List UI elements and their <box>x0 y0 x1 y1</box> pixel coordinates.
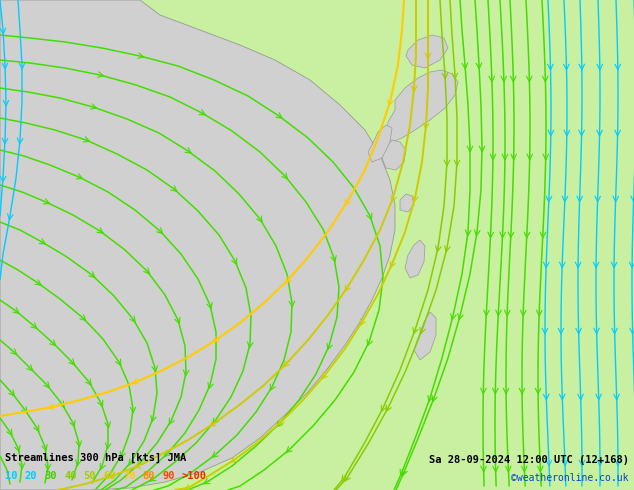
Polygon shape <box>414 312 436 360</box>
Text: 10: 10 <box>5 471 18 481</box>
Text: Streamlines 300 hPa [kts] JMA: Streamlines 300 hPa [kts] JMA <box>5 453 186 463</box>
Polygon shape <box>368 125 392 162</box>
Polygon shape <box>406 35 448 68</box>
Text: >100: >100 <box>182 471 207 481</box>
Polygon shape <box>386 70 458 142</box>
Polygon shape <box>382 140 406 170</box>
Text: 90: 90 <box>162 471 175 481</box>
Text: 20: 20 <box>25 471 37 481</box>
Text: Sa 28-09-2024 12:00 UTC (12+168): Sa 28-09-2024 12:00 UTC (12+168) <box>429 455 629 465</box>
Polygon shape <box>0 0 395 490</box>
Text: 80: 80 <box>143 471 155 481</box>
Text: 60: 60 <box>103 471 116 481</box>
Polygon shape <box>405 240 425 278</box>
Text: 40: 40 <box>64 471 77 481</box>
Text: 30: 30 <box>44 471 57 481</box>
Text: 50: 50 <box>84 471 96 481</box>
Text: ©weatheronline.co.uk: ©weatheronline.co.uk <box>512 473 629 483</box>
Text: 70: 70 <box>123 471 136 481</box>
Polygon shape <box>400 194 414 212</box>
